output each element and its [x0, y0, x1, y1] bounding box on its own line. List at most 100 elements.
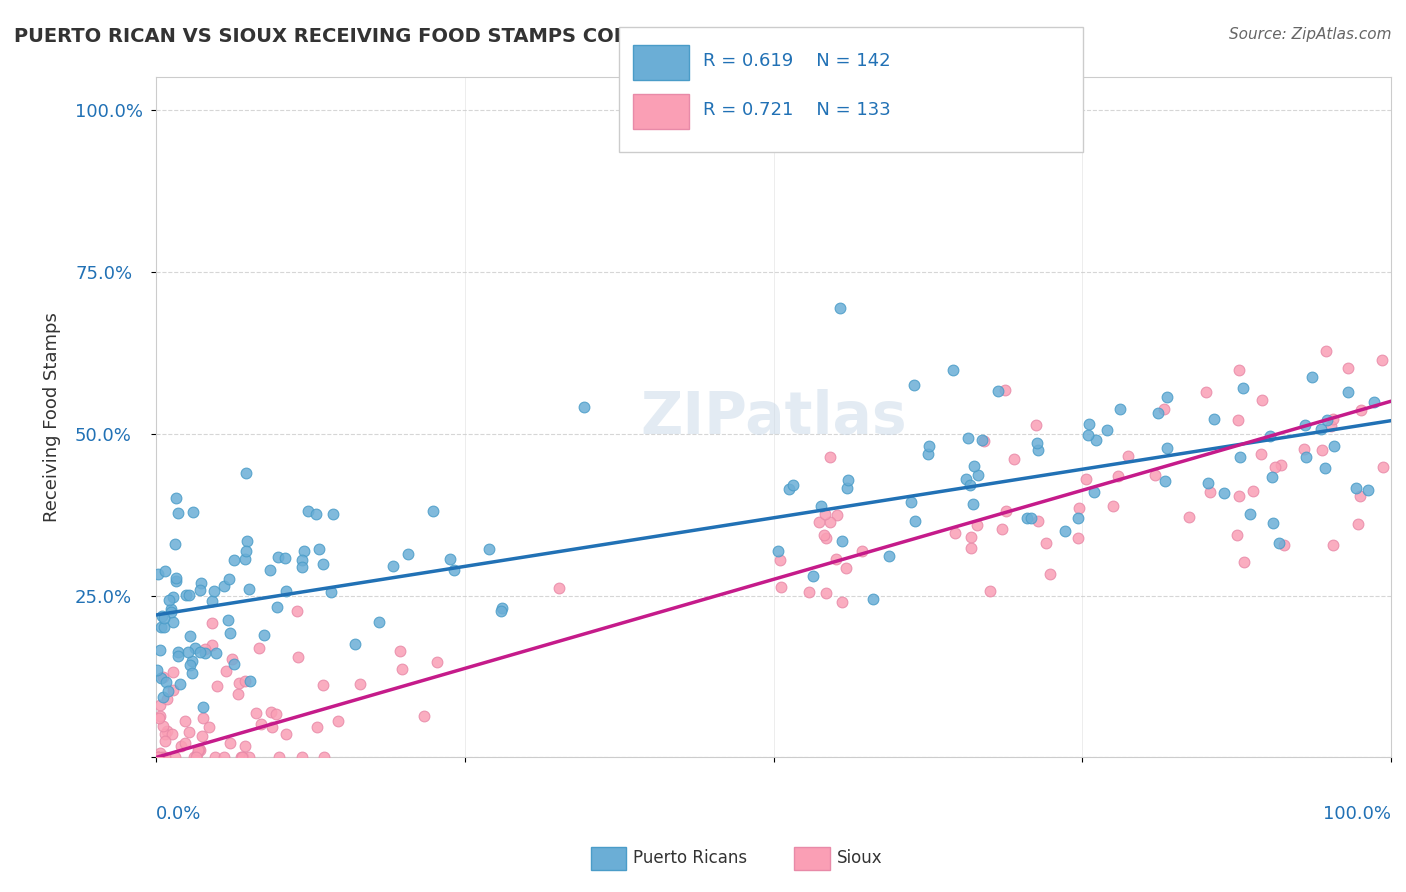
Point [219, 736, 242, 750]
Point [963, 459, 986, 474]
Point [218, 625, 240, 640]
Point [150, 608, 173, 623]
Point [146, 663, 169, 677]
Point [413, 708, 436, 723]
Point [1021, 511, 1043, 525]
Point [236, 534, 259, 549]
Text: Puerto Ricans: Puerto Ricans [633, 849, 747, 867]
Point [1229, 450, 1251, 464]
Point [1270, 458, 1292, 472]
Point [292, 544, 315, 558]
Point [917, 447, 939, 461]
Point [205, 680, 228, 694]
Point [1226, 528, 1249, 542]
Point [312, 678, 335, 692]
Point [1322, 538, 1344, 552]
Point [152, 690, 174, 705]
Point [149, 620, 172, 634]
Point [181, 666, 204, 681]
Point [1241, 484, 1264, 499]
Point [1002, 452, 1025, 467]
Point [1251, 392, 1274, 407]
Point [312, 750, 335, 764]
Point [574, 400, 596, 414]
Point [766, 544, 789, 558]
Point [160, 727, 183, 741]
Point [188, 645, 211, 659]
Point [235, 466, 257, 480]
Point [198, 720, 221, 734]
Point [188, 743, 211, 757]
Point [194, 642, 217, 657]
Point [1350, 403, 1372, 417]
Point [163, 537, 186, 551]
Point [1178, 509, 1201, 524]
Point [979, 584, 1001, 599]
Point [478, 542, 501, 557]
Point [233, 552, 256, 566]
Point [162, 615, 184, 630]
Point [1107, 468, 1129, 483]
Point [970, 433, 993, 447]
Point [903, 377, 925, 392]
Point [201, 638, 224, 652]
Point [233, 674, 256, 689]
Point [343, 637, 366, 651]
Point [1156, 390, 1178, 404]
Point [443, 562, 465, 576]
Point [224, 657, 246, 672]
Point [1195, 385, 1218, 400]
Point [193, 711, 215, 725]
Point [851, 544, 873, 558]
Point [176, 645, 198, 659]
Point [204, 750, 226, 764]
Text: R = 0.721    N = 133: R = 0.721 N = 133 [703, 101, 891, 119]
Point [201, 616, 224, 631]
Point [245, 706, 267, 720]
Point [1310, 421, 1333, 435]
Point [491, 600, 513, 615]
Point [231, 750, 253, 764]
Point [153, 620, 176, 634]
Point [260, 705, 283, 719]
Point [322, 508, 344, 522]
Point [1067, 511, 1090, 525]
Point [1258, 429, 1281, 443]
Point [391, 662, 413, 676]
Point [167, 645, 190, 659]
Text: Sioux: Sioux [837, 849, 882, 867]
Text: 100.0%: 100.0% [1323, 805, 1391, 823]
Point [312, 557, 335, 571]
Point [547, 581, 569, 595]
Point [1347, 517, 1369, 532]
Point [307, 720, 329, 734]
Point [388, 644, 411, 658]
Point [862, 591, 884, 606]
Point [904, 514, 927, 528]
Text: PUERTO RICAN VS SIOUX RECEIVING FOOD STAMPS CORRELATION CHART: PUERTO RICAN VS SIOUX RECEIVING FOOD STA… [14, 27, 817, 45]
Point [962, 497, 984, 511]
Point [1077, 427, 1099, 442]
Point [991, 523, 1014, 537]
Point [308, 541, 330, 556]
Point [222, 553, 245, 567]
Point [188, 583, 211, 598]
Point [235, 739, 257, 754]
Point [831, 594, 853, 608]
Point [1147, 406, 1170, 420]
Point [959, 530, 981, 544]
Point [217, 614, 239, 628]
Point [1313, 461, 1336, 475]
Point [247, 640, 270, 655]
Point [1261, 516, 1284, 530]
Point [1320, 418, 1343, 433]
Point [1229, 363, 1251, 377]
Point [232, 750, 254, 764]
Point [960, 541, 983, 555]
Point [956, 431, 979, 445]
Point [1213, 485, 1236, 500]
Text: ZIPatlas: ZIPatlas [640, 389, 907, 446]
Point [900, 495, 922, 509]
Point [396, 547, 419, 561]
Point [1026, 436, 1049, 450]
